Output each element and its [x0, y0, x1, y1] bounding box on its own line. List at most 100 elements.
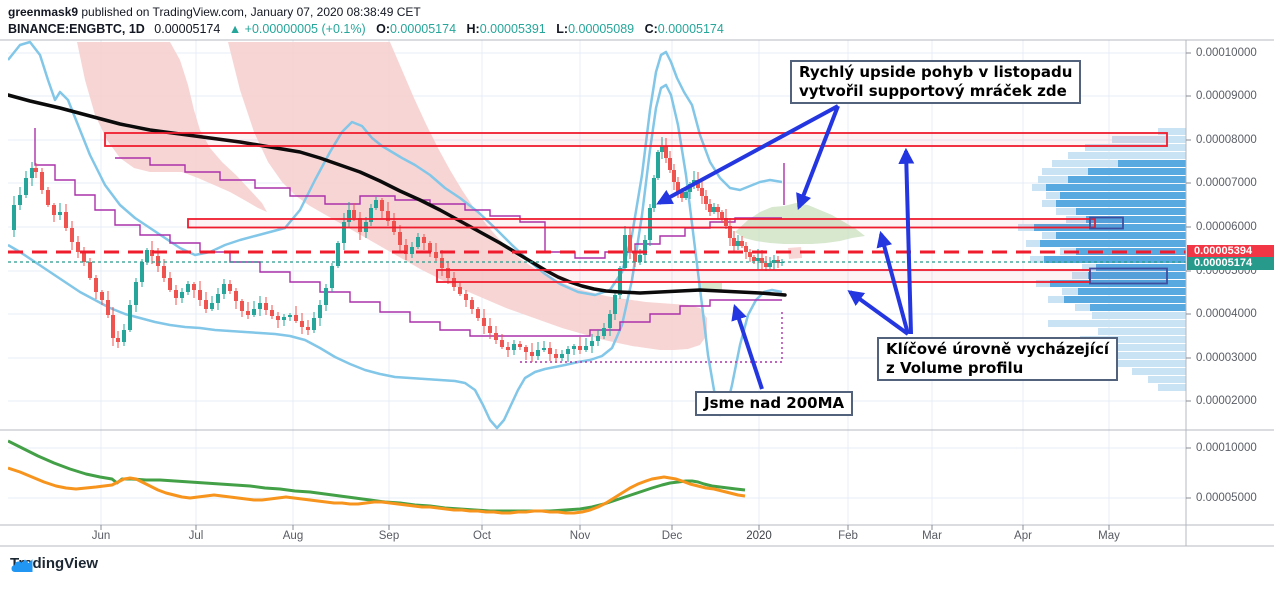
volume-profile-value-row — [1086, 216, 1186, 223]
support-cloud-green — [735, 203, 865, 244]
ichimoku-cloud-pink — [228, 42, 707, 350]
volume-profile-value-row — [1088, 168, 1186, 175]
key-level-boxes[interactable] — [104, 132, 1168, 285]
open-label: O: — [376, 22, 390, 36]
volume-profile-value-row — [1046, 184, 1186, 191]
volume-profile-value-row — [1118, 160, 1186, 167]
price-axis[interactable] — [1186, 40, 1274, 546]
pane-borders — [0, 39, 1274, 547]
volume-profile-value-row — [1088, 272, 1186, 279]
volume-profile-value-row — [1076, 208, 1186, 215]
red-level-box[interactable] — [187, 218, 1096, 229]
blue-arrow[interactable] — [898, 147, 915, 335]
price-tick-label: 0.00005000 — [1196, 492, 1257, 504]
annotation-ma-note[interactable]: Jsme nad 200MA — [695, 391, 854, 416]
time-tick-label: Jul — [188, 530, 204, 542]
time-tick-label: Dec — [661, 530, 683, 542]
price-change: ▲ +0.00000005 (+0.1%) — [228, 22, 366, 36]
sub-orange-line — [8, 466, 746, 515]
magenta-step-line-b — [115, 157, 782, 259]
annotation-line: vytvořil supportový mráček zde — [799, 82, 1067, 100]
blue-arrow[interactable] — [876, 230, 910, 335]
price-tick-label: 0.00007000 — [1196, 177, 1257, 189]
low-label: L: — [556, 22, 569, 36]
volume-profile-value-row — [1040, 240, 1186, 247]
tradingview-cloud-icon — [11, 559, 33, 572]
byline-text: published on TradingView.com, January 07… — [78, 5, 421, 19]
volume-profile-value-row — [1078, 288, 1186, 295]
alert-price-value: 0.00005394 — [1194, 245, 1253, 257]
ichimoku-cloud-pink — [77, 42, 267, 212]
volume-profile-value-row — [1060, 192, 1186, 199]
close-label: C: — [644, 22, 658, 36]
blue-arrow[interactable] — [796, 105, 840, 210]
volume-profile-value-row — [1034, 224, 1186, 231]
time-tick-label: Nov — [569, 530, 591, 542]
annotation-volume-note[interactable]: Klíčové úrovně vycházející z Volume prof… — [877, 337, 1118, 381]
volume-profile-row — [1080, 336, 1186, 343]
time-axis[interactable] — [0, 525, 1186, 546]
volume-profile-value-row — [1090, 304, 1186, 311]
time-tick-label: Jun — [91, 530, 111, 542]
volume-profile-row — [1066, 344, 1186, 351]
volume-profile-value-row — [1076, 248, 1186, 255]
volume-profile-row — [1132, 368, 1186, 375]
annotation-arrows[interactable] — [656, 104, 915, 390]
symbol-name[interactable]: BINANCE:ENGBTC, 1D — [8, 22, 145, 36]
time-tick-label: Aug — [282, 530, 304, 542]
volume-profile-value-row — [1064, 296, 1186, 303]
candlestick-series — [12, 137, 784, 363]
navy-level-box[interactable] — [1089, 267, 1168, 285]
red-level-box[interactable] — [104, 132, 1168, 147]
price-tick-label: 0.00010000 — [1196, 442, 1257, 454]
volume-profile-value-row — [1068, 176, 1186, 183]
close-value: 0.00005174 — [657, 22, 724, 36]
volume-profile-row — [1068, 152, 1186, 159]
price-tick-label: 0.00002000 — [1196, 395, 1257, 407]
last-price: 0.00005174 — [154, 22, 221, 36]
time-tick-label: Oct — [473, 530, 491, 542]
author-name: greenmask9 — [8, 5, 79, 19]
time-tick-label: May — [1098, 530, 1120, 542]
magenta-step-line-a — [34, 128, 782, 337]
price-tick-label: 0.00003000 — [1196, 352, 1257, 364]
annotation-line: Klíčové úrovně vycházející — [886, 340, 1109, 358]
symbol-ohlc-row: BINANCE:ENGBTC, 1D 0.00005174 ▲ +0.00000… — [8, 22, 724, 36]
volume-profile-row — [1158, 128, 1186, 135]
tradingview-logo[interactable]: TradingView — [10, 555, 98, 572]
annotation-cloud-note[interactable]: Rychlý upside pohyb v listopadu vytvořil… — [790, 60, 1082, 104]
red-level-box[interactable] — [436, 269, 1091, 283]
blue-arrow[interactable] — [731, 303, 764, 390]
sub-indicator-pane — [8, 439, 746, 515]
blue-arrow[interactable] — [656, 104, 839, 205]
ichimoku-cloud-pink — [788, 247, 802, 259]
band-upper-line — [8, 40, 783, 297]
alert-price-badge[interactable]: 0.00005394 — [1187, 245, 1274, 258]
time-tick-label: Apr — [1014, 530, 1032, 542]
high-value: 0.00005391 — [479, 22, 546, 36]
volume-profile-value-row — [1044, 256, 1186, 263]
price-tick-label: 0.00010000 — [1196, 47, 1257, 59]
annotation-line: Rychlý upside pohyb v listopadu — [799, 63, 1073, 81]
time-tick-label: Sep — [378, 530, 400, 542]
volume-profile-row — [1158, 384, 1186, 391]
volume-profile — [1018, 128, 1186, 391]
annotation-line: Jsme nad 200MA — [704, 394, 845, 412]
magenta-dotted-line — [520, 310, 783, 363]
volume-profile-row — [1098, 328, 1186, 335]
price-tick-label: 0.00006000 — [1196, 221, 1257, 233]
last-price-value: 0.00005174 — [1194, 257, 1253, 269]
time-tick-label: 2020 — [746, 530, 772, 542]
indicator-lines — [8, 40, 785, 430]
high-label: H: — [466, 22, 480, 36]
price-tick-label: 0.00008000 — [1196, 134, 1257, 146]
blue-arrow[interactable] — [847, 290, 910, 336]
band-lower-line — [8, 83, 783, 430]
last-price-badge: 0.00005174 — [1187, 257, 1274, 270]
navy-level-box[interactable] — [1089, 216, 1124, 230]
price-tick-label: 0.00004000 — [1196, 308, 1257, 320]
ma200-line — [8, 93, 787, 297]
low-value: 0.00005089 — [568, 22, 635, 36]
